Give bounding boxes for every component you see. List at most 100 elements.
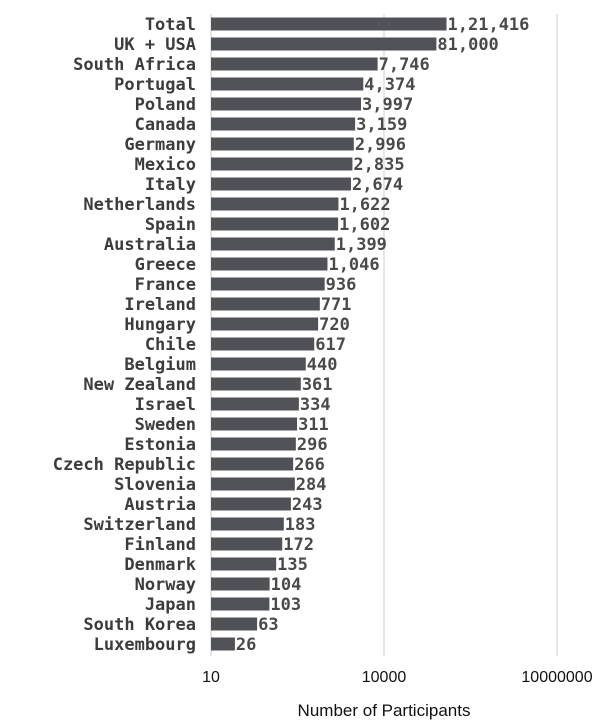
category-label: Germany (124, 135, 196, 155)
bar (211, 317, 319, 331)
value-label: 2,996 (355, 135, 406, 155)
bar (211, 557, 277, 571)
value-label: 243 (292, 495, 323, 515)
category-label: Mexico (135, 155, 196, 175)
bar (211, 297, 320, 311)
bar (211, 597, 270, 611)
x-axis-ticks: 10 10000 10000000 (202, 669, 593, 686)
bar (211, 17, 447, 31)
value-label: 440 (307, 355, 338, 375)
value-label: 334 (300, 395, 331, 415)
bar (211, 197, 339, 211)
x-tick-label: 10000000 (521, 669, 592, 686)
value-label: 183 (285, 515, 316, 535)
bar (211, 237, 335, 251)
bar (211, 617, 258, 631)
x-axis-title: Number of Participants (298, 701, 471, 720)
bar (211, 397, 299, 411)
bar (211, 577, 270, 591)
category-label: Denmark (124, 555, 196, 575)
category-label: Total (145, 15, 196, 35)
bar (211, 337, 315, 351)
bar (211, 97, 362, 111)
bar (211, 57, 378, 71)
category-label: Netherlands (83, 195, 196, 215)
category-label: Estonia (124, 435, 196, 455)
category-label: South Africa (73, 55, 196, 75)
value-label: 81,000 (437, 35, 498, 55)
x-tick-label: 10000 (362, 669, 407, 686)
value-label: 103 (270, 595, 301, 615)
value-label: 1,622 (339, 195, 390, 215)
value-labels: 1,21,41681,0007,7464,3743,9973,1592,9962… (236, 15, 529, 655)
value-label: 3,159 (356, 115, 407, 135)
value-label: 4,374 (364, 75, 415, 95)
bar (211, 137, 354, 151)
category-label: Switzerland (83, 515, 196, 535)
value-label: 296 (297, 435, 328, 455)
category-label: Italy (145, 175, 196, 195)
category-label: Slovenia (114, 475, 196, 495)
value-label: 3,997 (362, 95, 413, 115)
x-tick-label: 10 (202, 669, 220, 686)
bar (211, 477, 295, 491)
value-label: 284 (296, 475, 327, 495)
bar (211, 177, 351, 191)
bar (211, 77, 364, 91)
value-label: 266 (294, 455, 325, 475)
bar (211, 437, 296, 451)
category-label: Finland (124, 535, 196, 555)
value-label: 104 (271, 575, 302, 595)
value-label: 63 (258, 615, 278, 635)
category-label: New Zealand (83, 375, 196, 395)
bar (211, 37, 437, 51)
category-label: Israel (135, 395, 196, 415)
value-label: 1,046 (328, 255, 379, 275)
bar (211, 257, 328, 271)
value-label: 2,835 (353, 155, 404, 175)
bar (211, 637, 235, 651)
category-label: Austria (124, 495, 196, 515)
bars (211, 17, 447, 651)
category-label: France (135, 275, 196, 295)
category-label: Luxembourg (94, 635, 196, 655)
value-label: 2,674 (352, 175, 403, 195)
value-label: 1,602 (339, 215, 390, 235)
category-label: Poland (135, 95, 196, 115)
bar (211, 117, 356, 131)
value-label: 172 (283, 535, 314, 555)
bar (211, 497, 291, 511)
bar (211, 277, 325, 291)
category-label: Greece (135, 255, 196, 275)
category-label: Canada (135, 115, 196, 135)
category-label: UK + USA (114, 35, 196, 55)
category-label: Belgium (124, 355, 196, 375)
value-label: 936 (326, 275, 357, 295)
category-label: Hungary (124, 315, 196, 335)
value-label: 1,399 (336, 235, 387, 255)
value-label: 617 (315, 335, 346, 355)
value-label: 7,746 (379, 55, 430, 75)
category-label: Czech Republic (53, 455, 196, 475)
bar (211, 217, 339, 231)
bar (211, 357, 306, 371)
value-label: 1,21,416 (448, 15, 530, 35)
value-label: 720 (319, 315, 350, 335)
category-label: Portugal (114, 75, 196, 95)
value-label: 26 (236, 635, 256, 655)
category-label: Chile (145, 335, 196, 355)
category-label: Norway (135, 575, 196, 595)
bar (211, 537, 283, 551)
category-label: Australia (104, 235, 196, 255)
bar (211, 157, 353, 171)
category-label: Ireland (124, 295, 196, 315)
bar (211, 457, 294, 471)
category-label: Spain (145, 215, 196, 235)
value-label: 771 (321, 295, 352, 315)
bar (211, 417, 298, 431)
bar (211, 377, 301, 391)
category-label: Japan (145, 595, 196, 615)
bar (211, 517, 284, 531)
